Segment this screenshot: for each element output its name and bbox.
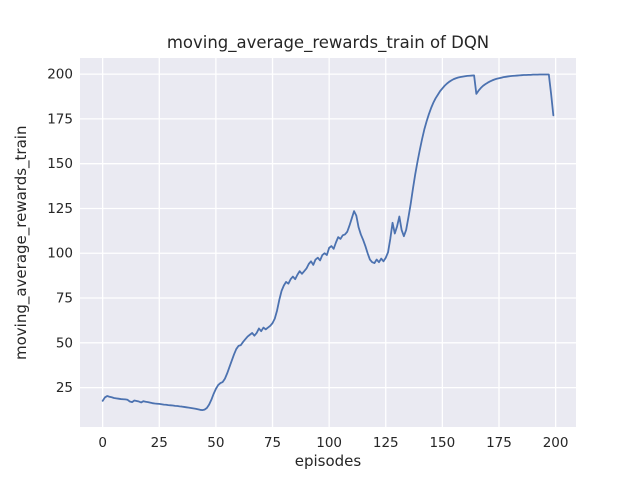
x-tick-label: 75 [264, 435, 281, 451]
y-tick-label: 150 [47, 156, 73, 172]
x-tick-label: 0 [98, 435, 107, 451]
x-tick-label: 175 [486, 435, 512, 451]
y-tick-label: 50 [56, 335, 73, 351]
y-tick-label: 125 [47, 201, 73, 217]
x-tick-label: 50 [207, 435, 224, 451]
chart-title: moving_average_rewards_train of DQN [166, 33, 490, 52]
x-tick-label: 25 [151, 435, 168, 451]
x-tick-label: 125 [373, 435, 399, 451]
y-tick-label: 75 [56, 291, 73, 307]
x-axis-label: episodes [294, 452, 362, 470]
y-tick-label: 100 [47, 246, 73, 262]
x-tick-label: 150 [429, 435, 455, 451]
y-axis-label: moving_average_rewards_train [12, 125, 30, 360]
y-tick-label: 25 [56, 380, 73, 396]
y-tick-label: 200 [47, 67, 73, 83]
x-tick-label: 200 [543, 435, 569, 451]
data-line-moving-average-rewards [101, 73, 555, 412]
y-tick-label: 175 [47, 111, 73, 127]
x-tick-label: 100 [316, 435, 342, 451]
plot-area [80, 58, 576, 427]
